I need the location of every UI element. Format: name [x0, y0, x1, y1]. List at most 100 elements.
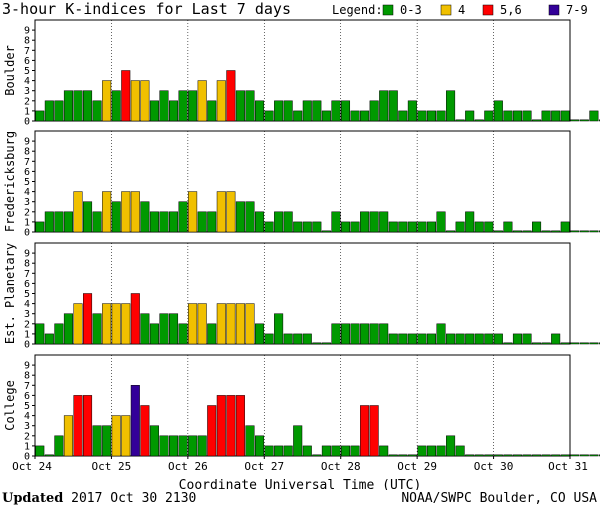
y-tick-label: 8	[24, 259, 30, 270]
k-bar	[312, 342, 322, 345]
y-tick-label: 3	[24, 197, 30, 208]
k-bar	[407, 454, 417, 457]
k-bar	[360, 405, 370, 457]
y-tick-label: 0	[24, 117, 30, 128]
k-bar	[274, 313, 284, 345]
k-bar	[388, 333, 398, 345]
k-bar	[35, 110, 45, 122]
legend-swatch-active	[440, 4, 452, 16]
k-bar	[54, 435, 64, 457]
footer-updated: Updated 2017 Oct 30 2130	[2, 491, 196, 506]
k-bar	[340, 323, 351, 345]
panel-label: Est. Planetary	[3, 243, 17, 344]
k-bar	[83, 395, 93, 457]
x-tick-label: Oct 24	[12, 460, 52, 473]
k-bar	[207, 100, 217, 122]
y-tick-label: 0	[24, 340, 30, 351]
y-tick-label: 3	[24, 421, 30, 432]
k-bar	[207, 211, 217, 233]
k-bar	[149, 100, 159, 122]
k-bar	[254, 323, 265, 345]
y-tick-label: 5	[24, 289, 30, 300]
k-bar	[522, 454, 532, 457]
k-bar	[436, 110, 446, 122]
k-bar	[293, 425, 303, 457]
x-tick-label: Oct 30	[474, 460, 514, 473]
k-bar	[369, 211, 379, 233]
k-bar	[503, 221, 513, 233]
k-bar	[455, 221, 465, 233]
k-bar	[293, 110, 303, 122]
k-bar	[560, 110, 570, 122]
k-bar	[102, 191, 112, 233]
k-bar	[484, 454, 494, 457]
k-bar	[140, 313, 150, 345]
k-bar	[398, 333, 408, 345]
y-tick-label: 9	[24, 249, 30, 260]
k-bar	[398, 221, 408, 233]
k-bar	[321, 445, 331, 457]
k-bar	[63, 415, 73, 457]
k-bar	[216, 80, 226, 122]
k-bar	[73, 303, 83, 345]
k-bar	[503, 454, 513, 457]
y-tick-label: 6	[24, 391, 30, 402]
k-bar	[188, 303, 198, 345]
k-bar	[379, 90, 389, 122]
k-bar	[302, 221, 312, 233]
k-bar	[44, 454, 54, 457]
k-bar	[274, 100, 284, 122]
y-tick-label: 1	[24, 106, 30, 117]
k-bar	[560, 221, 570, 233]
k-bar	[465, 333, 475, 345]
y-tick-label: 1	[24, 329, 30, 340]
y-tick-label: 7	[24, 157, 30, 168]
k-bar	[398, 110, 408, 122]
y-tick-label: 2	[24, 319, 30, 330]
k-bar	[130, 293, 140, 345]
k-bar	[216, 303, 226, 345]
k-bar	[235, 395, 245, 457]
legend: Legend: 0-3 4 5,6 7-9	[332, 3, 588, 17]
k-bar	[522, 333, 532, 345]
legend-label-severe: 7-9	[566, 3, 588, 17]
legend-label-active: 4	[458, 3, 465, 17]
k-bar	[73, 191, 83, 233]
k-bar	[149, 211, 159, 233]
updated-value: 2017 Oct 30 2130	[71, 491, 197, 506]
k-bar	[283, 445, 293, 457]
y-tick-label: 9	[24, 26, 30, 37]
k-bar	[130, 385, 140, 457]
k-bar	[321, 110, 331, 122]
k-bar	[446, 435, 456, 457]
k-bar	[235, 90, 245, 122]
k-bar	[579, 454, 589, 457]
k-bar	[560, 454, 570, 457]
k-bar	[169, 100, 179, 122]
k-bar	[426, 333, 437, 345]
k-bar	[254, 211, 265, 233]
k-bar	[245, 90, 255, 122]
k-bar	[111, 303, 121, 345]
k-bar	[207, 405, 217, 457]
k-bar	[302, 445, 312, 457]
k-bar	[102, 425, 112, 457]
k-bar	[426, 221, 437, 233]
k-bar	[417, 110, 427, 122]
k-bar	[216, 395, 226, 457]
k-bar	[197, 303, 207, 345]
k-bar	[254, 435, 265, 457]
k-bar	[159, 211, 169, 233]
k-bar	[551, 454, 561, 457]
k-bar	[283, 100, 293, 122]
k-bar	[226, 191, 236, 233]
k-bar	[35, 323, 45, 345]
k-bar	[522, 230, 532, 233]
k-bar	[369, 405, 379, 457]
legend-label-quiet: 0-3	[400, 3, 422, 17]
k-bar	[512, 333, 522, 345]
k-bar	[360, 211, 370, 233]
y-tick-label: 4	[24, 299, 30, 310]
panel-label: Boulder	[3, 45, 17, 96]
